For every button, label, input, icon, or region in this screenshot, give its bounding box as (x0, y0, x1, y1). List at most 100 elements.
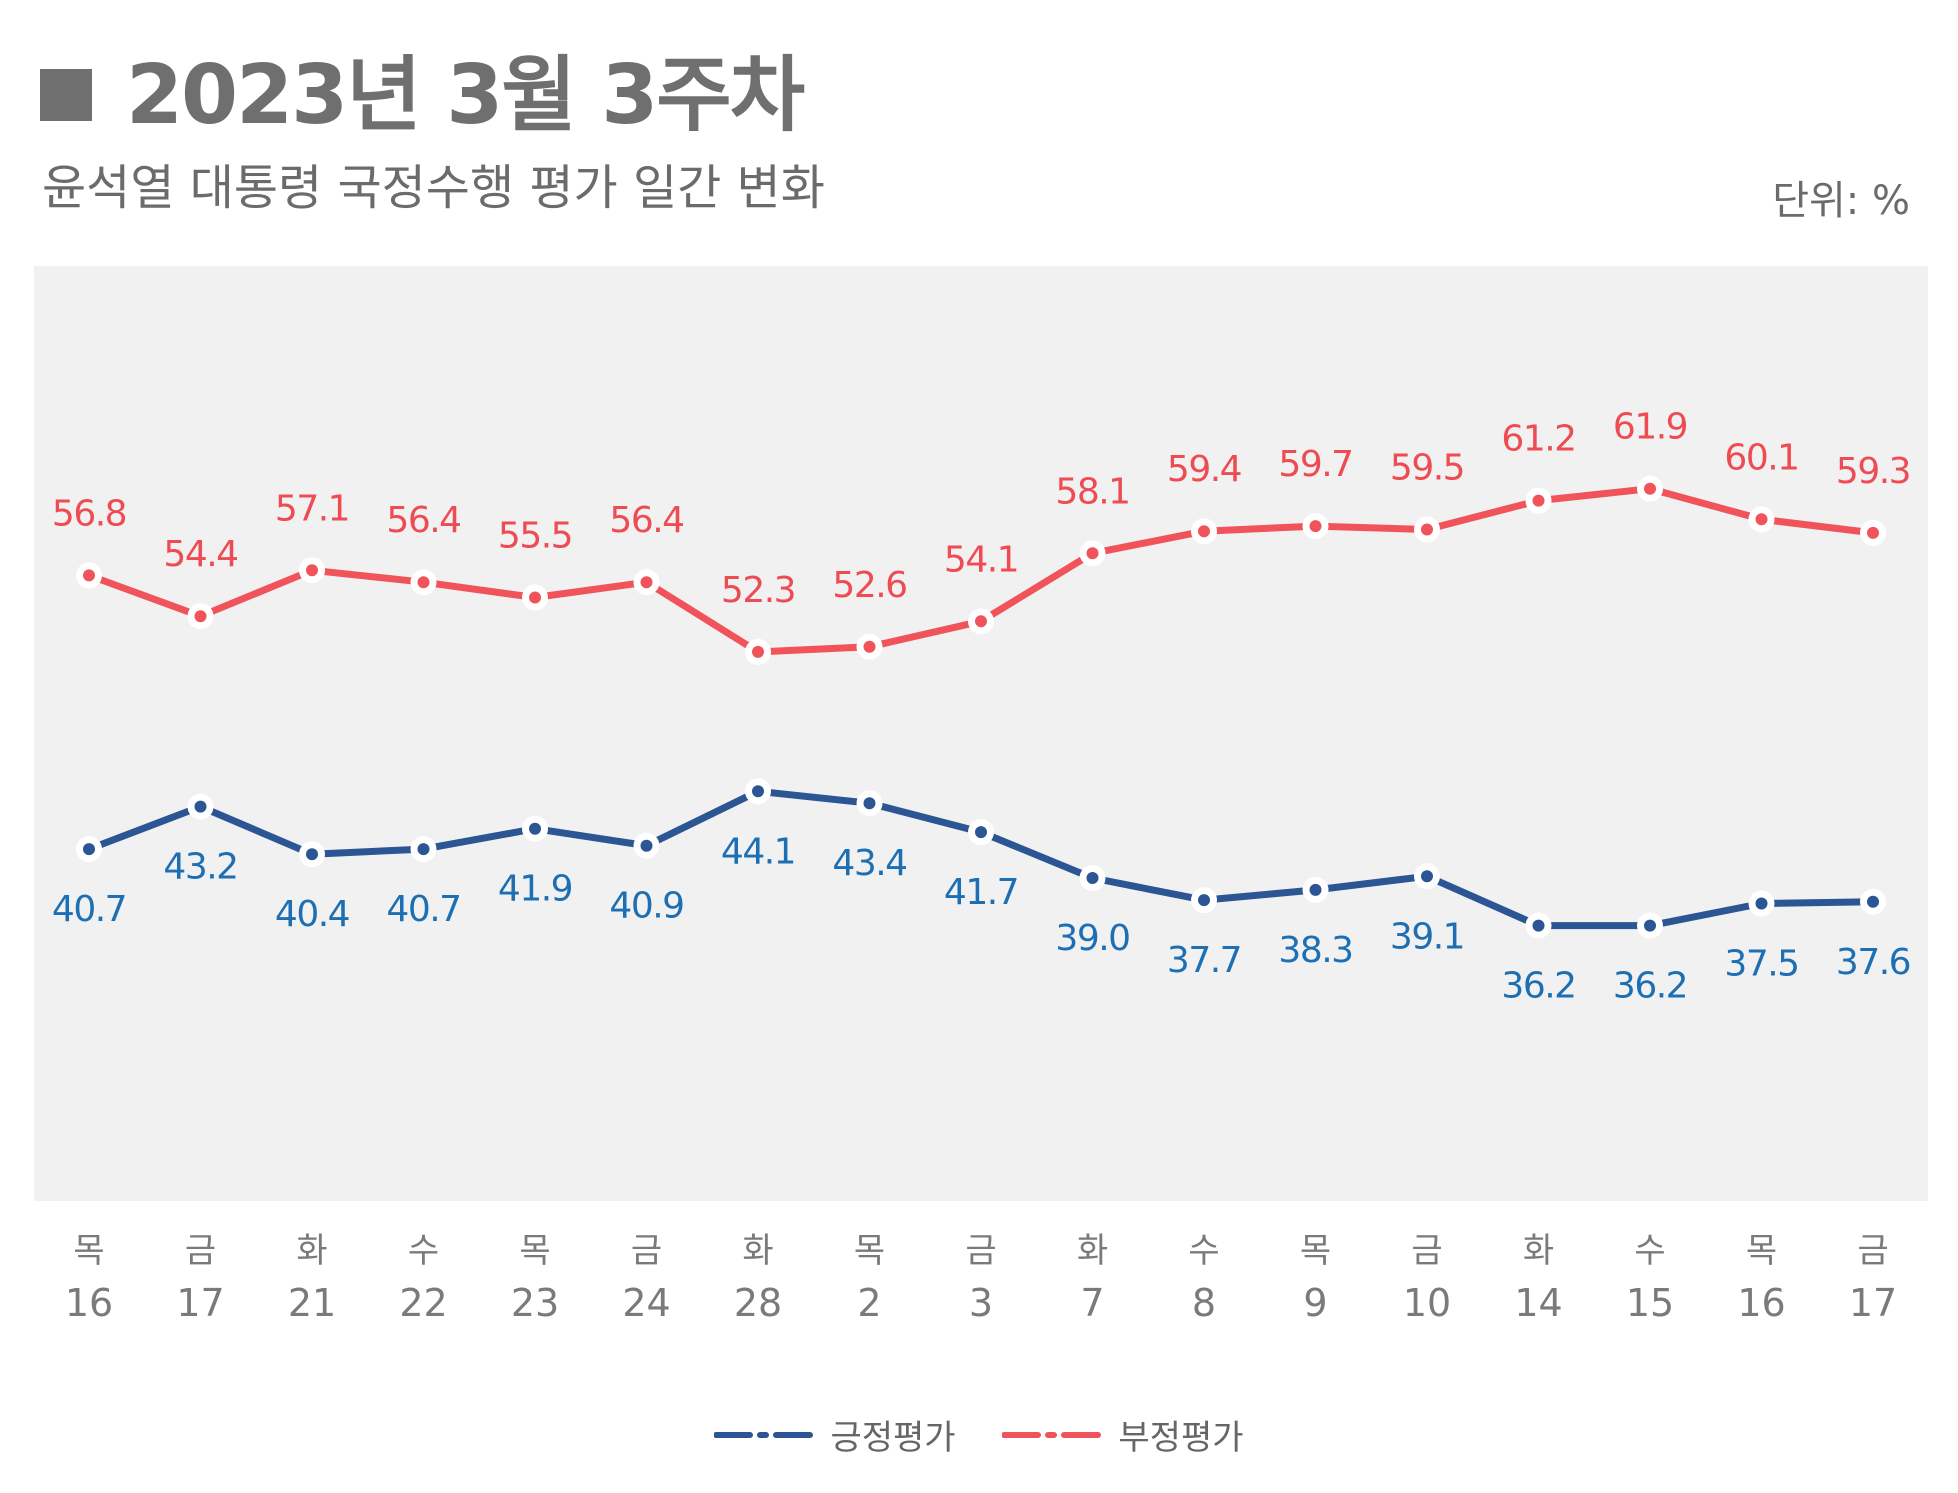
data-label-negative: 60.1 (1724, 437, 1798, 478)
data-label-negative: 54.1 (944, 539, 1018, 580)
data-label-negative: 56.8 (52, 493, 126, 534)
title-square-icon (40, 69, 92, 121)
data-label-positive: 39.1 (1390, 916, 1464, 957)
data-point-dot-negative (306, 564, 318, 577)
data-label-negative: 52.3 (721, 570, 795, 611)
page-title: 2023년 3월 3주차 (40, 28, 805, 147)
series-layer: 40.7 43.2 40.4 40.7 41.9 40.9 44.1 43.4 41.7 39.0… (52, 407, 1912, 1007)
data-label-positive: 40.9 (609, 886, 683, 927)
data-label-negative: 59.3 (1836, 451, 1910, 492)
data-label-positive: 37.7 (1167, 940, 1241, 981)
data-label-negative: 61.9 (1613, 407, 1687, 448)
legend-item-positive: 긍정평가 (714, 1410, 956, 1459)
x-tick-date: 3 (969, 1281, 993, 1325)
data-label-negative: 55.5 (498, 516, 572, 557)
data-label-negative: 56.4 (386, 500, 460, 541)
legend-label-negative: 부정평가 (1118, 1418, 1244, 1458)
data-point-dot-positive (863, 797, 876, 810)
x-tick-date: 15 (1626, 1281, 1674, 1325)
x-tick-weekday: 금 (1857, 1231, 1888, 1271)
data-label-positive: 36.2 (1501, 966, 1575, 1007)
data-label-positive: 40.7 (52, 889, 126, 930)
data-point-dot-negative (417, 576, 430, 589)
x-tick-date: 21 (288, 1281, 336, 1325)
data-label-negative: 58.1 (1055, 471, 1129, 512)
x-tick-date: 23 (511, 1281, 559, 1325)
data-label-negative: 59.5 (1390, 448, 1464, 489)
data-point-dot-negative (1867, 526, 1879, 539)
x-tick-date: 10 (1403, 1281, 1451, 1325)
legend: 긍정평가 부정평가 (0, 1410, 1958, 1459)
data-label-positive: 40.7 (386, 889, 460, 930)
data-label-positive: 36.2 (1613, 966, 1687, 1007)
data-point-dot-positive (1198, 894, 1210, 907)
series-positive: 40.7 43.2 40.4 40.7 41.9 40.9 44.1 43.4 41.7 39.0… (52, 778, 1912, 1007)
data-point-dot-negative (529, 591, 541, 604)
data-label-negative: 61.2 (1501, 419, 1575, 460)
data-label-positive: 44.1 (721, 831, 795, 872)
data-label-negative: 54.4 (163, 534, 237, 575)
data-label-negative: 56.4 (609, 500, 683, 541)
data-point-dot-positive (1532, 919, 1545, 932)
x-tick-date: 16 (1737, 1281, 1785, 1325)
data-point-dot-negative (1755, 513, 1768, 526)
title-text: 2023년 3월 3주차 (126, 48, 805, 143)
x-tick-date: 17 (1849, 1281, 1897, 1325)
data-point-dot-positive (1421, 870, 1433, 883)
data-point-dot-negative (863, 640, 876, 653)
x-tick-date: 9 (1303, 1281, 1327, 1325)
x-tick-date: 24 (622, 1281, 670, 1325)
x-tick-date: 2 (857, 1281, 881, 1325)
x-tick-date: 8 (1192, 1281, 1216, 1325)
x-tick-weekday: 목 (73, 1231, 104, 1271)
data-label-negative: 57.1 (275, 488, 349, 529)
x-tick-weekday: 화 (1077, 1231, 1108, 1271)
unit-label: 단위: % (1772, 178, 1910, 224)
data-label-negative: 59.7 (1278, 444, 1352, 485)
legend-swatch-positive-icon (714, 1431, 815, 1438)
data-point-dot-positive (417, 843, 430, 856)
data-point-dot-negative (1644, 482, 1656, 495)
data-point-dot-positive (1867, 895, 1879, 908)
x-tick-date: 28 (734, 1281, 782, 1325)
data-point-dot-negative (640, 576, 653, 589)
x-tick-date: 17 (176, 1281, 224, 1325)
x-tick-weekday: 수 (1188, 1231, 1219, 1271)
data-point-dot-positive (83, 843, 95, 856)
data-point-dot-positive (975, 826, 987, 839)
data-label-positive: 43.2 (163, 847, 237, 888)
x-tick-date: 14 (1514, 1281, 1562, 1325)
x-tick-weekday: 금 (1411, 1231, 1442, 1271)
data-point-dot-negative (975, 615, 987, 628)
data-label-positive: 37.5 (1724, 944, 1798, 985)
data-point-dot-positive (1309, 883, 1322, 896)
legend-label-positive: 긍정평가 (830, 1418, 956, 1458)
x-tick-weekday: 목 (1300, 1231, 1331, 1271)
data-point-dot-negative (1198, 525, 1210, 538)
data-point-dot-positive (1755, 897, 1768, 910)
x-tick-weekday: 금 (185, 1231, 216, 1271)
x-tick-weekday: 목 (1746, 1231, 1777, 1271)
x-tick-date: 16 (65, 1281, 113, 1325)
x-tick-weekday: 화 (1523, 1231, 1554, 1271)
data-label-positive: 40.4 (275, 894, 349, 935)
x-tick-weekday: 목 (854, 1231, 885, 1271)
data-point-dot-negative (83, 569, 95, 582)
data-point-dot-positive (306, 848, 318, 861)
data-label-positive: 39.0 (1055, 918, 1129, 959)
data-label-positive: 38.3 (1278, 930, 1352, 971)
legend-item-negative: 부정평가 (1002, 1410, 1244, 1459)
x-tick-weekday: 수 (408, 1231, 439, 1271)
x-tick-date: 7 (1080, 1281, 1104, 1325)
x-tick-weekday: 금 (965, 1231, 996, 1271)
x-tick-date: 22 (399, 1281, 447, 1325)
legend-swatch-negative-icon (1002, 1431, 1103, 1438)
x-tick-weekday: 금 (631, 1231, 662, 1271)
data-point-dot-positive (529, 822, 541, 835)
data-point-dot-negative (1086, 547, 1099, 560)
data-point-dot-negative (194, 610, 207, 623)
data-point-dot-positive (1086, 872, 1099, 884)
x-axis: 목 16 금 17 화 21 수 22 목 23 금 24 화 28 목 2 금 3 화 7 수 8 목 9 금 10 화 14 수 15… (65, 1231, 1897, 1325)
data-label-negative: 59.4 (1167, 449, 1241, 490)
